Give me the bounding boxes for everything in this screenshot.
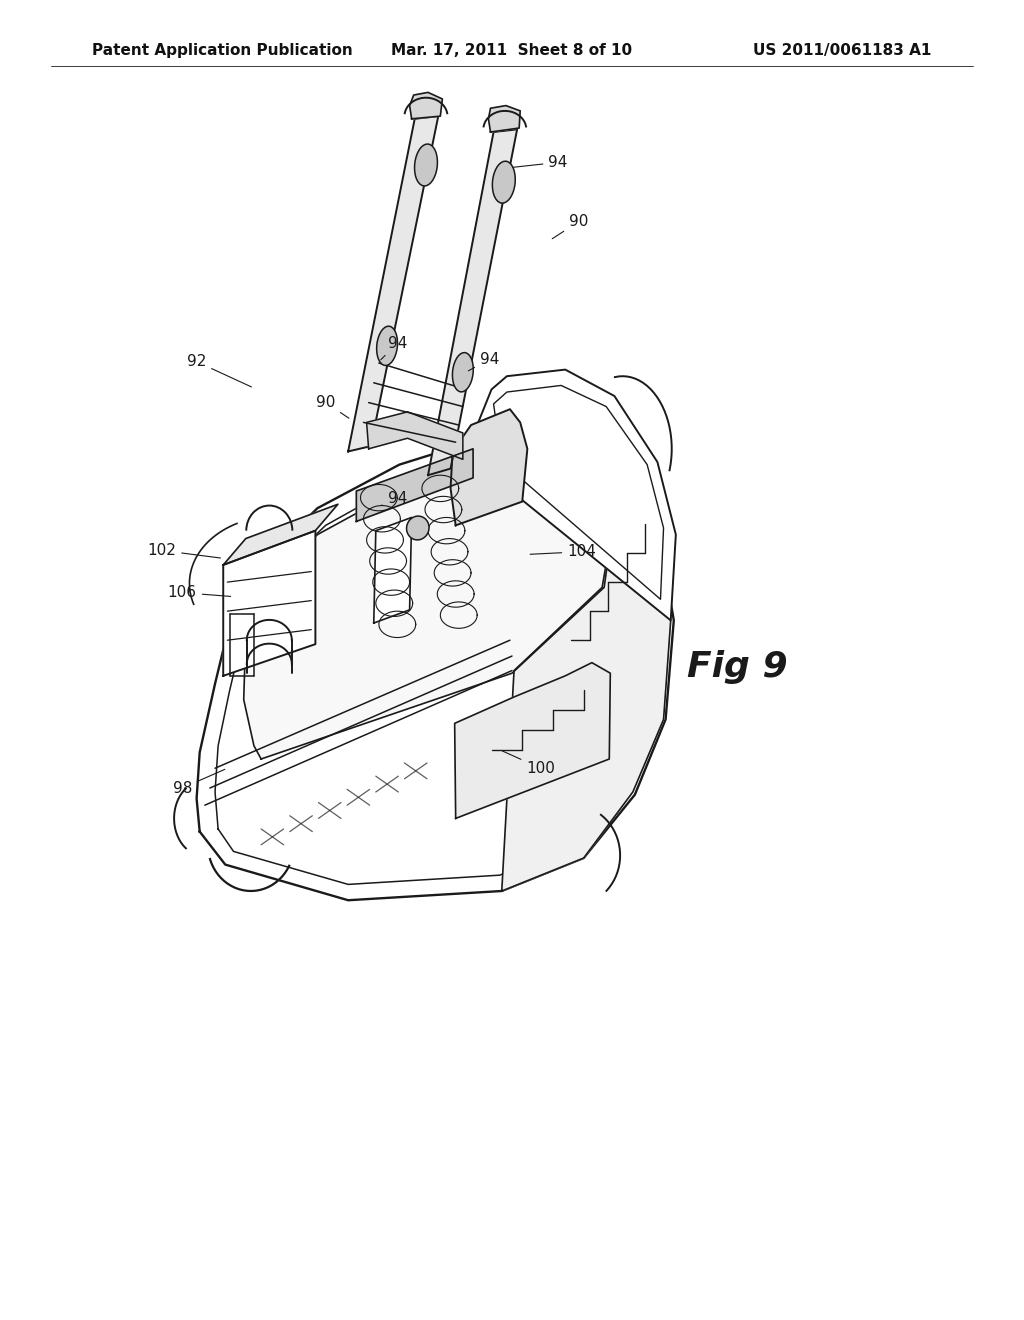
Ellipse shape [377, 326, 397, 366]
Text: 94: 94 [513, 154, 567, 170]
Text: 94: 94 [468, 351, 499, 371]
Text: Mar. 17, 2011  Sheet 8 of 10: Mar. 17, 2011 Sheet 8 of 10 [391, 42, 633, 58]
Polygon shape [374, 517, 412, 623]
Polygon shape [477, 370, 676, 620]
Polygon shape [197, 442, 674, 900]
Polygon shape [223, 531, 315, 676]
Polygon shape [428, 129, 517, 475]
Polygon shape [348, 116, 438, 451]
Text: US 2011/0061183 A1: US 2011/0061183 A1 [754, 42, 932, 58]
Text: 102: 102 [147, 543, 220, 558]
Polygon shape [502, 528, 671, 891]
Polygon shape [451, 409, 527, 525]
Text: 90: 90 [316, 395, 349, 418]
Ellipse shape [493, 161, 515, 203]
Polygon shape [244, 469, 612, 759]
Polygon shape [356, 449, 473, 521]
Text: 104: 104 [530, 544, 596, 560]
Text: 92: 92 [187, 354, 252, 387]
Text: Fig 9: Fig 9 [687, 649, 787, 684]
Text: 100: 100 [502, 751, 555, 776]
Polygon shape [410, 92, 442, 119]
Polygon shape [488, 106, 520, 132]
Polygon shape [455, 663, 610, 818]
Ellipse shape [407, 516, 429, 540]
Text: 94: 94 [381, 491, 407, 507]
Ellipse shape [415, 144, 437, 186]
Ellipse shape [453, 352, 473, 392]
Polygon shape [197, 442, 674, 900]
Text: 94: 94 [381, 335, 407, 360]
Text: Patent Application Publication: Patent Application Publication [92, 42, 353, 58]
Text: 98: 98 [173, 770, 225, 796]
Text: 90: 90 [552, 214, 588, 239]
Text: 106: 106 [168, 585, 230, 601]
Polygon shape [223, 504, 338, 565]
Polygon shape [367, 412, 463, 459]
